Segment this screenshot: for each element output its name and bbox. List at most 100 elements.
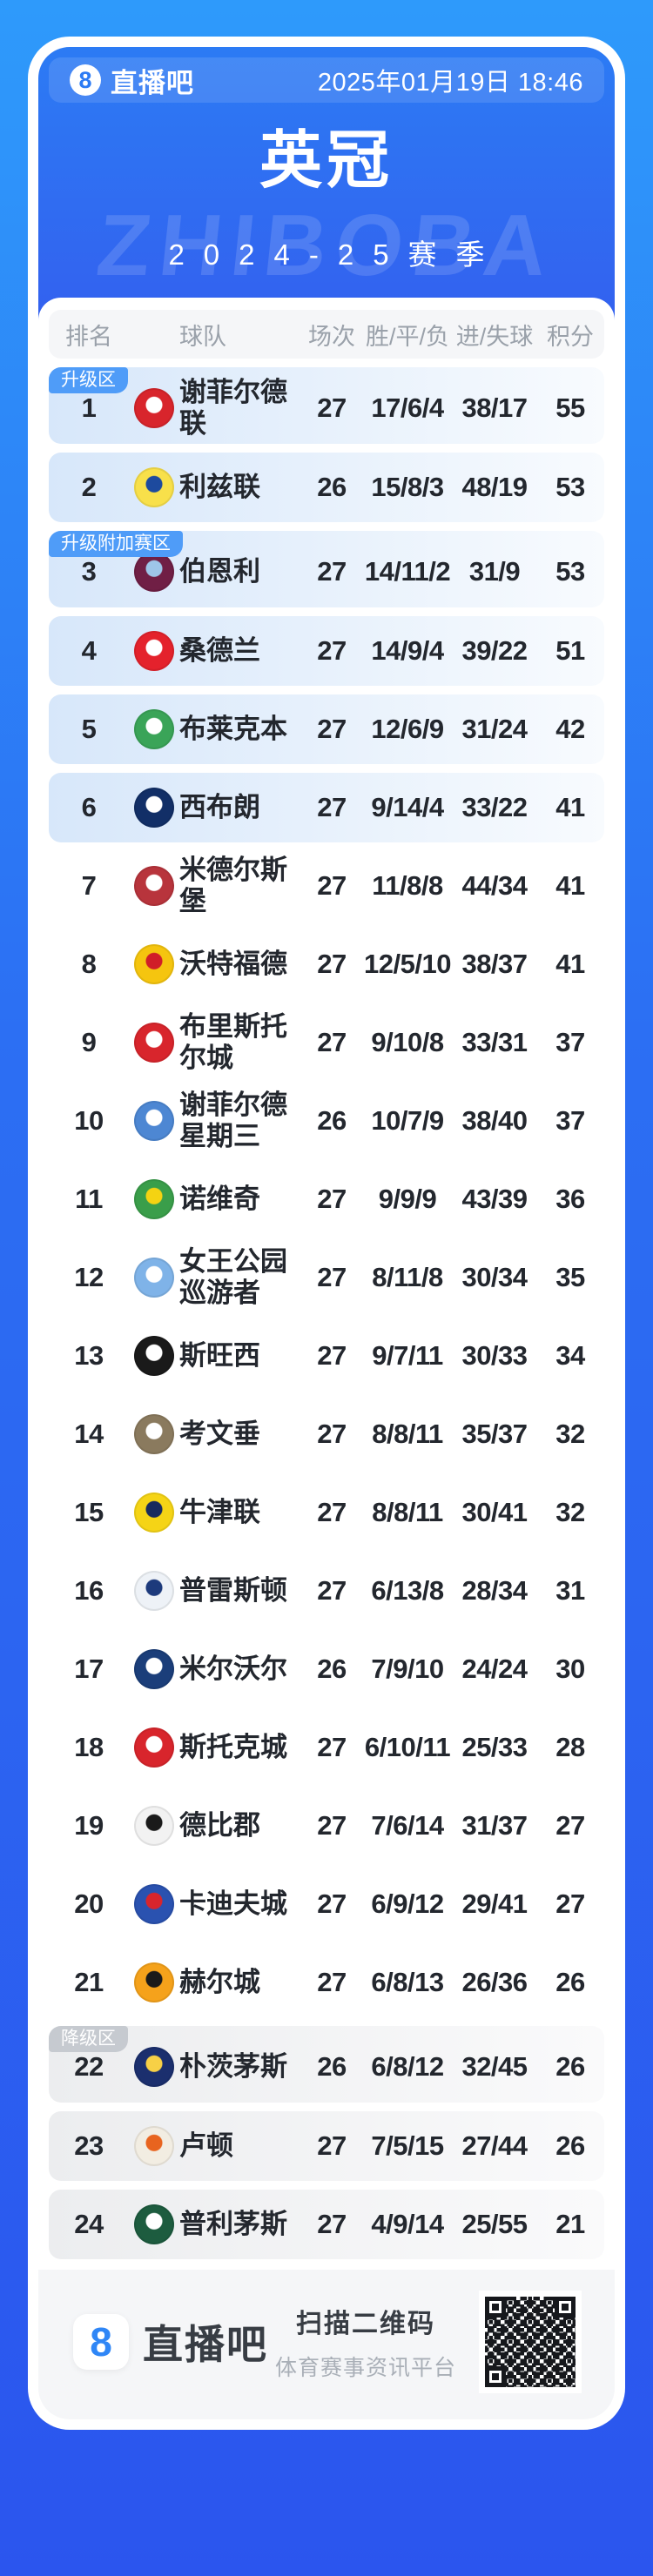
league-title: 英冠 bbox=[259, 126, 394, 196]
table-row: 7 米德尔斯堡 27 11/8/8 44/34 41 bbox=[49, 851, 604, 921]
goals-cell: 31/24 bbox=[461, 714, 528, 745]
table-header: 排名 球队 场次 胜/平/负 进/失球 积分 bbox=[49, 310, 604, 359]
wdl-cell: 8/8/11 bbox=[372, 1419, 443, 1450]
points-cell: 26 bbox=[555, 1967, 585, 1998]
goals-cell: 28/34 bbox=[461, 1575, 528, 1607]
table-row: 23 卢顿 27 7/5/15 27/44 26 bbox=[49, 2111, 604, 2182]
matches-cell: 27 bbox=[317, 870, 347, 902]
table-row: 15 牛津联 27 8/8/11 30/41 32 bbox=[49, 1478, 604, 1547]
qr-code bbox=[479, 2291, 582, 2394]
rank-cell: 4 bbox=[81, 635, 97, 667]
matches-cell: 27 bbox=[317, 792, 347, 823]
team-name-cell: 米尔沃尔 bbox=[179, 1654, 287, 1685]
team-crest-icon bbox=[129, 1649, 179, 1690]
team-crest-icon bbox=[129, 1884, 179, 1925]
zone-badge: 升级区 bbox=[49, 367, 128, 394]
points-cell: 32 bbox=[555, 1419, 585, 1450]
wdl-cell: 7/9/10 bbox=[371, 1654, 444, 1685]
points-cell: 41 bbox=[555, 870, 585, 902]
team-crest-icon bbox=[129, 552, 179, 593]
points-cell: 34 bbox=[555, 1340, 585, 1372]
wdl-cell: 12/5/10 bbox=[364, 949, 451, 980]
main-card: 8 直播吧 2025年01月19日 18:46 英冠 ZHIBOBA 2024-… bbox=[28, 37, 625, 2431]
goals-cell: 31/37 bbox=[461, 1810, 528, 1841]
points-cell: 53 bbox=[555, 472, 585, 503]
rank-cell: 13 bbox=[74, 1340, 104, 1372]
goals-cell: 30/33 bbox=[461, 1340, 528, 1372]
team-crest-icon bbox=[129, 631, 179, 672]
team-name-cell: 牛津联 bbox=[179, 1497, 260, 1528]
zone-badge: 降级区 bbox=[49, 2026, 128, 2053]
matches-cell: 27 bbox=[317, 1419, 347, 1450]
qr-finder-icon bbox=[555, 2297, 576, 2318]
matches-cell: 27 bbox=[317, 949, 347, 980]
app-name: 直播吧 bbox=[111, 67, 194, 98]
team-crest-icon bbox=[129, 467, 179, 508]
goals-cell: 26/36 bbox=[461, 1967, 528, 1998]
goals-cell: 31/9 bbox=[468, 556, 521, 587]
goals-cell: 38/37 bbox=[461, 949, 528, 980]
table-row: 17 米尔沃尔 26 7/9/10 24/24 30 bbox=[49, 1634, 604, 1704]
goals-cell: 38/17 bbox=[461, 392, 528, 424]
team-crest-icon bbox=[129, 1493, 179, 1533]
zone-badge: 升级附加赛区 bbox=[49, 531, 183, 558]
team-name-cell: 沃特福德 bbox=[179, 949, 287, 980]
goals-cell: 24/24 bbox=[461, 1654, 528, 1685]
table-row: 5 布莱克本 27 12/6/9 31/24 42 bbox=[49, 694, 604, 765]
team-crest-icon bbox=[129, 1414, 179, 1455]
team-crest-icon bbox=[129, 1727, 179, 1768]
qr-finder-icon bbox=[485, 2297, 506, 2318]
points-cell: 55 bbox=[555, 392, 585, 424]
wdl-cell: 9/14/4 bbox=[371, 792, 444, 823]
points-cell: 27 bbox=[555, 1888, 585, 1920]
rank-cell: 20 bbox=[74, 1888, 104, 1920]
hero-section: 8 直播吧 2025年01月19日 18:46 英冠 ZHIBOBA 2024-… bbox=[38, 47, 615, 321]
points-cell: 41 bbox=[555, 792, 585, 823]
table-row: 14 考文垂 27 8/8/11 35/37 32 bbox=[49, 1399, 604, 1469]
team-name-cell: 朴茨茅斯 bbox=[179, 2051, 287, 2083]
table-row: 18 斯托克城 27 6/10/11 25/33 28 bbox=[49, 1713, 604, 1782]
zhibo8-logo-icon: 8 bbox=[70, 64, 101, 96]
season-label: 2024-25赛季 bbox=[168, 238, 504, 272]
rank-cell: 9 bbox=[81, 1027, 97, 1058]
points-cell: 28 bbox=[555, 1732, 585, 1763]
matches-cell: 27 bbox=[317, 2130, 347, 2162]
rank-cell: 12 bbox=[74, 1262, 104, 1293]
column-wdl: 胜/平/负 bbox=[365, 323, 449, 350]
matches-cell: 26 bbox=[317, 1105, 347, 1137]
goals-cell: 33/22 bbox=[461, 792, 528, 823]
matches-cell: 27 bbox=[317, 635, 347, 667]
matches-cell: 27 bbox=[317, 1732, 347, 1763]
rank-cell: 10 bbox=[74, 1105, 104, 1137]
goals-cell: 25/33 bbox=[461, 1732, 528, 1763]
matches-cell: 27 bbox=[317, 1262, 347, 1293]
team-crest-icon bbox=[129, 1101, 179, 1142]
wdl-cell: 11/8/8 bbox=[372, 870, 443, 902]
points-cell: 42 bbox=[555, 714, 585, 745]
app-header: 8 直播吧 2025年01月19日 18:46 bbox=[49, 57, 604, 103]
wdl-cell: 15/8/3 bbox=[371, 472, 444, 503]
table-row: 9 布里斯托尔城 27 9/10/8 33/31 37 bbox=[49, 1008, 604, 1077]
matches-cell: 27 bbox=[317, 1340, 347, 1372]
season-banner: ZHIBOBA 2024-25赛季 bbox=[49, 197, 604, 298]
table-body: 升级区 1 谢菲尔德联 27 17/6/4 38/17 55 2 利兹联 26 … bbox=[49, 367, 604, 2260]
goals-cell: 29/41 bbox=[461, 1888, 528, 1920]
matches-cell: 26 bbox=[317, 1654, 347, 1685]
wdl-cell: 14/11/2 bbox=[364, 556, 451, 587]
team-name-cell: 卡迪夫城 bbox=[179, 1888, 287, 1920]
points-cell: 27 bbox=[555, 1810, 585, 1841]
datetime-label: 2025年01月19日 18:46 bbox=[317, 69, 583, 97]
table-row: 11 诺维奇 27 9/9/9 43/39 36 bbox=[49, 1164, 604, 1234]
team-name-cell: 谢菲尔德星期三 bbox=[179, 1089, 287, 1152]
wdl-cell: 17/6/4 bbox=[371, 392, 444, 424]
table-row: 10 谢菲尔德星期三 26 10/7/9 38/40 37 bbox=[49, 1086, 604, 1156]
team-name-cell: 西布朗 bbox=[179, 792, 260, 823]
team-name-cell: 斯托克城 bbox=[179, 1732, 287, 1763]
team-name-cell: 女王公园巡游者 bbox=[179, 1245, 287, 1309]
team-crest-icon bbox=[129, 2126, 179, 2167]
table-row: 降级区 22 朴茨茅斯 26 6/8/12 32/45 26 bbox=[49, 2026, 604, 2103]
team-crest-icon bbox=[129, 944, 179, 985]
scan-hint: 扫描二维码 bbox=[295, 2310, 435, 2339]
team-name-cell: 米德尔斯堡 bbox=[179, 854, 287, 917]
rank-cell: 15 bbox=[74, 1497, 104, 1528]
